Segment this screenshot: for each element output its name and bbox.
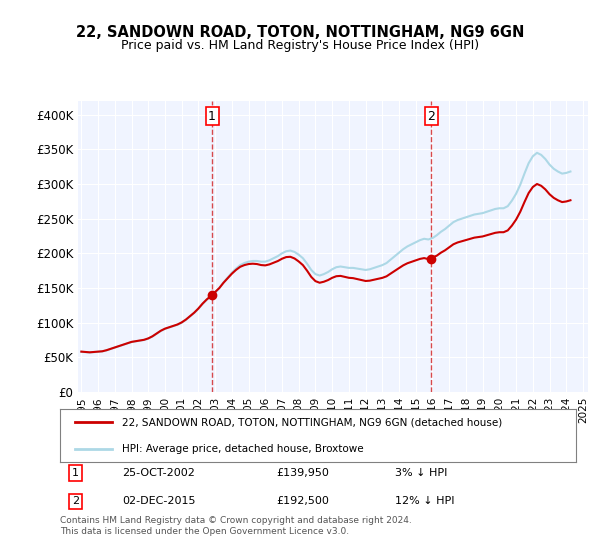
Text: 22, SANDOWN ROAD, TOTON, NOTTINGHAM, NG9 6GN: 22, SANDOWN ROAD, TOTON, NOTTINGHAM, NG9… bbox=[76, 25, 524, 40]
Text: 1: 1 bbox=[72, 468, 79, 478]
Text: £192,500: £192,500 bbox=[277, 496, 329, 506]
Text: 3% ↓ HPI: 3% ↓ HPI bbox=[395, 468, 448, 478]
Text: Contains HM Land Registry data © Crown copyright and database right 2024.
This d: Contains HM Land Registry data © Crown c… bbox=[60, 516, 412, 536]
Text: Price paid vs. HM Land Registry's House Price Index (HPI): Price paid vs. HM Land Registry's House … bbox=[121, 39, 479, 52]
Text: 2: 2 bbox=[72, 496, 79, 506]
Text: 02-DEC-2015: 02-DEC-2015 bbox=[122, 496, 196, 506]
Text: 1: 1 bbox=[208, 110, 216, 123]
Text: HPI: Average price, detached house, Broxtowe: HPI: Average price, detached house, Brox… bbox=[122, 444, 364, 454]
Text: 22, SANDOWN ROAD, TOTON, NOTTINGHAM, NG9 6GN (detached house): 22, SANDOWN ROAD, TOTON, NOTTINGHAM, NG9… bbox=[122, 417, 502, 427]
Text: 25-OCT-2002: 25-OCT-2002 bbox=[122, 468, 195, 478]
Text: 2: 2 bbox=[427, 110, 435, 123]
Text: 12% ↓ HPI: 12% ↓ HPI bbox=[395, 496, 455, 506]
Text: £139,950: £139,950 bbox=[277, 468, 329, 478]
